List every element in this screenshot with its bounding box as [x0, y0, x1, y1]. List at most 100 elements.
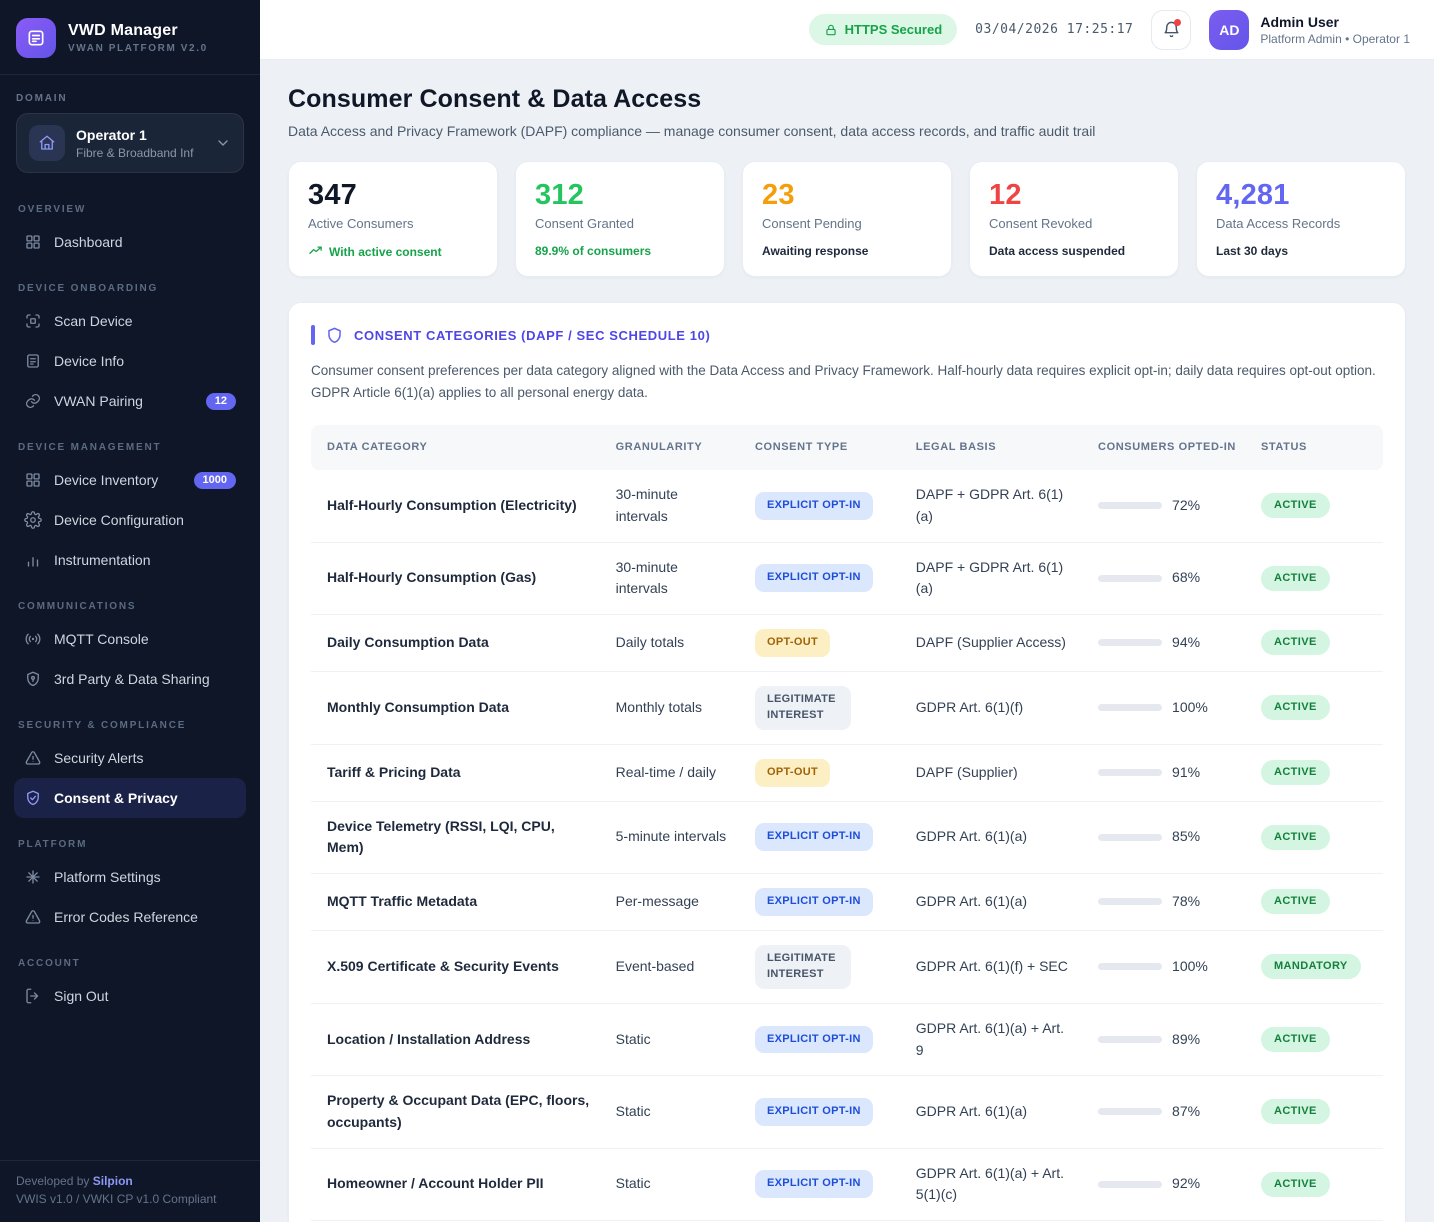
progress-bar: [1098, 704, 1163, 712]
notifications-button[interactable]: [1151, 9, 1192, 50]
progress-bar: [1098, 1180, 1163, 1188]
developed-by-text: Developed by: [16, 1174, 90, 1188]
cell-category: MQTT Traffic Metadata: [311, 873, 604, 931]
cell-category: Half-Hourly Consumption (Electricity): [327, 496, 577, 513]
cell-legal-basis: GDPR Art. 6(1)(f): [903, 670, 1087, 745]
consent-type-pill: EXPLICIT OPT-IN: [755, 823, 873, 852]
status-badge: ACTIVE: [1260, 889, 1330, 915]
table-row[interactable]: Tariff & Pricing Data Real-time / daily …: [311, 743, 1383, 802]
topbar: HTTPS Secured 03/04/2026 17:25:17 AD Adm…: [260, 0, 1434, 60]
sidebar-item-security-alerts[interactable]: Security Alerts: [14, 738, 246, 778]
accent-bar: [311, 325, 315, 345]
sidebar-item-device-inventory[interactable]: Device Inventory 1000: [14, 460, 246, 500]
stat-value: 12: [989, 179, 1022, 211]
cell-category: Property & Occupant Data (EPC, floors, o…: [311, 1075, 604, 1149]
datetime-display: 03/04/2026 17:25:17: [975, 22, 1134, 37]
sidebar-item-label: Platform Settings: [54, 869, 161, 885]
status-badge: ACTIVE: [1260, 630, 1330, 656]
col-header-consent-type: CONSENT TYPE: [743, 424, 904, 471]
sidebar-item-sign-out[interactable]: Sign Out: [14, 976, 246, 1016]
table-row[interactable]: Property & Occupant Data (EPC, floors, o…: [311, 1075, 1383, 1149]
stat-card-data-access-records: 4,281 Data Access Records Last 30 days: [1196, 161, 1406, 277]
chevron-down-icon: [215, 135, 231, 151]
grid-icon: [24, 233, 42, 251]
consent-type-pill: EXPLICIT OPT-IN: [755, 1170, 873, 1199]
status-badge: ACTIVE: [1260, 565, 1330, 591]
table-row[interactable]: MQTT Traffic Metadata Per-message EXPLIC…: [311, 873, 1383, 931]
cell-legal-basis: DAPF + GDPR Art. 6(1)(a): [903, 541, 1087, 615]
cell-category: Tariff & Pricing Data: [311, 743, 604, 802]
table-row[interactable]: Location / Installation Address Static E…: [311, 1002, 1383, 1076]
table-row[interactable]: Homeowner / Account Holder PII Static EX…: [311, 1147, 1383, 1221]
sidebar-item-consent-privacy[interactable]: Consent & Privacy: [14, 778, 246, 818]
nav-section-platform: PLATFORM: [18, 839, 88, 850]
progress-bar: [1098, 502, 1163, 510]
status-badge: ACTIVE: [1260, 1171, 1330, 1197]
stat-value: 347: [308, 179, 357, 211]
stat-label: Active Consumers: [308, 216, 414, 231]
consent-type-pill: OPT-OUT: [755, 628, 830, 657]
panel-description: Consumer consent preferences per data ca…: [311, 363, 1376, 401]
domain-name: Operator 1: [76, 126, 147, 143]
table-row[interactable]: Device Telemetry (RSSI, LQI, CPU, Mem) 5…: [311, 800, 1383, 874]
col-header-consumers-opted-in: CONSUMERS OPTED-IN: [1086, 424, 1249, 471]
sidebar-item-platform-settings[interactable]: Platform Settings: [14, 857, 246, 897]
consent-type-pill: LEGITIMATE INTEREST: [755, 685, 851, 730]
page-content: Consumer Consent & Data Access Data Acce…: [260, 60, 1434, 1222]
grid-icon: [24, 471, 42, 489]
link-icon: [24, 392, 42, 410]
cell-granularity: Static: [603, 1147, 743, 1221]
sidebar-item-label: Security Alerts: [54, 750, 144, 766]
progress-bar: [1098, 769, 1163, 777]
sidebar-item-label: MQTT Console: [54, 631, 149, 647]
progress-bar: [1098, 833, 1163, 841]
cell-category: Monthly Consumption Data: [311, 670, 604, 745]
nav-section-communications: COMMUNICATIONS: [18, 601, 137, 612]
gear-icon: [24, 511, 42, 529]
progress-bar: [1098, 1108, 1163, 1116]
opted-in-cell: 92%: [1098, 1173, 1237, 1195]
stat-value: 4,281: [1216, 179, 1290, 211]
sidebar-item-3rd-party-data-sharing[interactable]: 3rd Party & Data Sharing: [14, 659, 246, 699]
sidebar-item-label: Instrumentation: [54, 552, 151, 568]
sidebar-item-error-codes-reference[interactable]: Error Codes Reference: [14, 897, 246, 937]
home-icon: [29, 125, 65, 161]
cell-legal-basis: GDPR Art. 6(1)(a): [903, 1075, 1087, 1149]
sidebar-item-vwan-pairing[interactable]: VWAN Pairing 12: [14, 381, 246, 421]
sidebar-item-dashboard[interactable]: Dashboard: [14, 222, 246, 262]
table-row[interactable]: X.509 Certificate & Security Events Even…: [311, 929, 1383, 1004]
table-row[interactable]: Monthly Consumption Data Monthly totals …: [311, 670, 1383, 745]
sidebar-item-mqtt-console[interactable]: MQTT Console: [14, 619, 246, 659]
bell-icon: [1162, 20, 1181, 39]
table-row[interactable]: Daily Consumption Data Daily totals OPT-…: [311, 613, 1383, 672]
domain-selector[interactable]: Operator 1 Fibre & Broadband Inf: [16, 113, 244, 173]
cell-granularity: Static: [603, 1075, 743, 1149]
progress-bar: [1098, 574, 1163, 582]
cell-legal-basis: DAPF (Supplier Access): [903, 613, 1087, 672]
consent-type-pill: EXPLICIT OPT-IN: [755, 1097, 873, 1126]
user-menu[interactable]: AD Admin User Platform Admin • Operator …: [1209, 9, 1410, 50]
table-row[interactable]: Half-Hourly Consumption (Electricity) 30…: [311, 470, 1383, 542]
device-inventory-badge: 1000: [193, 471, 236, 489]
cell-legal-basis: GDPR Art. 6(1)(a): [903, 1219, 1087, 1222]
table-row[interactable]: Half-Hourly Consumption (Gas) 30-minute …: [311, 541, 1383, 615]
sidebar-item-label: Dashboard: [54, 234, 123, 250]
developer-link[interactable]: Silpion: [92, 1174, 133, 1188]
sidebar-item-scan-device[interactable]: Scan Device: [14, 301, 246, 341]
stat-note: Last 30 days: [1216, 244, 1289, 258]
sidebar-item-instrumentation[interactable]: Instrumentation: [14, 540, 246, 580]
status-badge: ACTIVE: [1260, 695, 1330, 721]
sidebar-item-label: Error Codes Reference: [54, 909, 198, 925]
progress-bar: [1098, 963, 1163, 971]
table-row[interactable]: ZigBee HAN Network Data Per-event EXPLIC…: [311, 1219, 1383, 1222]
sidebar-item-device-info[interactable]: Device Info: [14, 341, 246, 381]
bar-chart-icon: [24, 551, 42, 569]
cell-legal-basis: GDPR Art. 6(1)(a): [903, 873, 1087, 931]
stat-note: Data access suspended: [989, 244, 1126, 258]
opted-in-cell: 68%: [1098, 567, 1237, 589]
broadcast-icon: [24, 630, 42, 648]
sidebar-item-device-configuration[interactable]: Device Configuration: [14, 500, 246, 540]
opted-in-cell: 72%: [1098, 495, 1237, 517]
consent-type-pill: OPT-OUT: [755, 758, 830, 787]
domain-section-label: DOMAIN: [16, 93, 68, 104]
